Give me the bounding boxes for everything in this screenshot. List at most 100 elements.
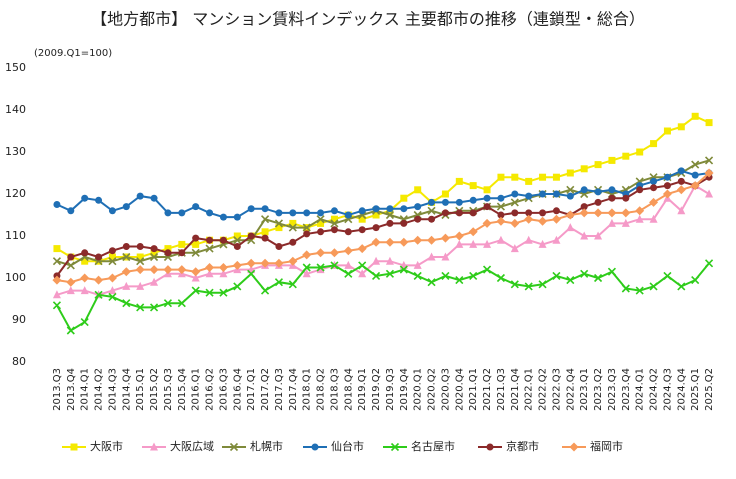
marker [662,189,672,199]
marker [468,227,478,237]
marker [192,234,200,242]
marker [455,239,464,248]
marker [594,231,603,240]
marker [330,207,338,215]
marker [261,205,269,213]
marker [608,156,616,164]
marker [525,209,533,217]
marker [510,198,519,207]
x-tick-label: 2021.Q3 [496,368,507,411]
x-tick-label: 2025.Q1 [690,368,701,411]
marker [663,182,671,190]
marker [538,280,547,289]
marker [524,214,534,224]
marker [233,282,242,291]
marker [649,197,659,207]
x-tick-label: 2015.Q1 [135,368,146,411]
marker [191,267,201,277]
marker [539,209,547,217]
marker [80,318,89,327]
marker [233,236,242,245]
marker [219,269,228,278]
marker [427,278,436,287]
marker [317,219,325,227]
marker [303,230,311,238]
marker [317,228,325,236]
marker [177,299,186,308]
marker [621,218,630,227]
x-tick-label: 2022.Q2 [538,368,549,411]
marker [552,235,561,244]
marker [261,228,269,236]
marker [455,209,463,217]
legend-item: 名古屋市 [383,439,455,453]
marker [580,231,589,240]
marker [164,209,172,217]
x-tick-label: 2024.Q1 [635,368,646,411]
marker [621,208,631,218]
marker [565,210,575,220]
x-tick-label: 2018.Q1 [302,368,313,411]
marker [482,265,492,274]
marker [288,256,298,266]
marker [192,240,200,248]
marker [566,192,574,200]
marker [136,192,144,200]
marker [636,186,644,194]
marker [94,290,103,299]
marker [704,259,714,268]
marker [260,215,270,224]
marker [441,190,449,198]
x-tick-label: 2021.Q2 [482,368,493,411]
marker [311,443,319,451]
x-tick-label: 2023.Q4 [621,368,632,411]
legend-label: 名古屋市 [411,439,455,453]
marker [288,223,297,232]
marker [149,303,159,312]
legend-label: 京都市 [506,439,539,453]
marker [469,182,477,190]
marker [358,207,366,215]
marker [385,237,395,247]
marker [122,243,130,250]
marker [81,249,89,257]
marker [122,203,130,211]
marker [552,207,560,215]
marker [122,281,131,290]
marker [289,209,297,217]
marker [511,173,519,181]
marker [690,181,700,191]
marker [566,276,575,285]
marker [191,248,200,257]
x-tick-label: 2019.Q2 [371,368,382,411]
marker [344,269,353,278]
x-tick-label: 2014.Q4 [121,368,132,411]
y-tick-label: 130 [5,145,26,158]
x-tick-label: 2016.Q3 [218,368,229,411]
marker [274,278,284,287]
marker [358,215,366,223]
marker [650,184,658,192]
x-tick-label: 2023.Q1 [579,368,590,411]
marker [552,173,560,181]
x-tick-label: 2017.Q2 [260,368,271,411]
marker [455,177,463,185]
marker [316,248,326,258]
marker [247,205,255,213]
marker [663,127,671,135]
marker [454,231,464,241]
x-tick-label: 2020.Q4 [454,368,465,411]
marker [525,192,533,200]
marker [455,198,463,206]
marker [316,263,325,272]
marker [52,290,61,299]
marker [206,236,214,244]
marker [677,167,685,175]
marker [496,202,506,211]
marker [372,224,380,232]
series [52,168,714,287]
marker [70,443,78,451]
marker [358,261,367,270]
marker [636,148,644,156]
marker [371,237,381,247]
